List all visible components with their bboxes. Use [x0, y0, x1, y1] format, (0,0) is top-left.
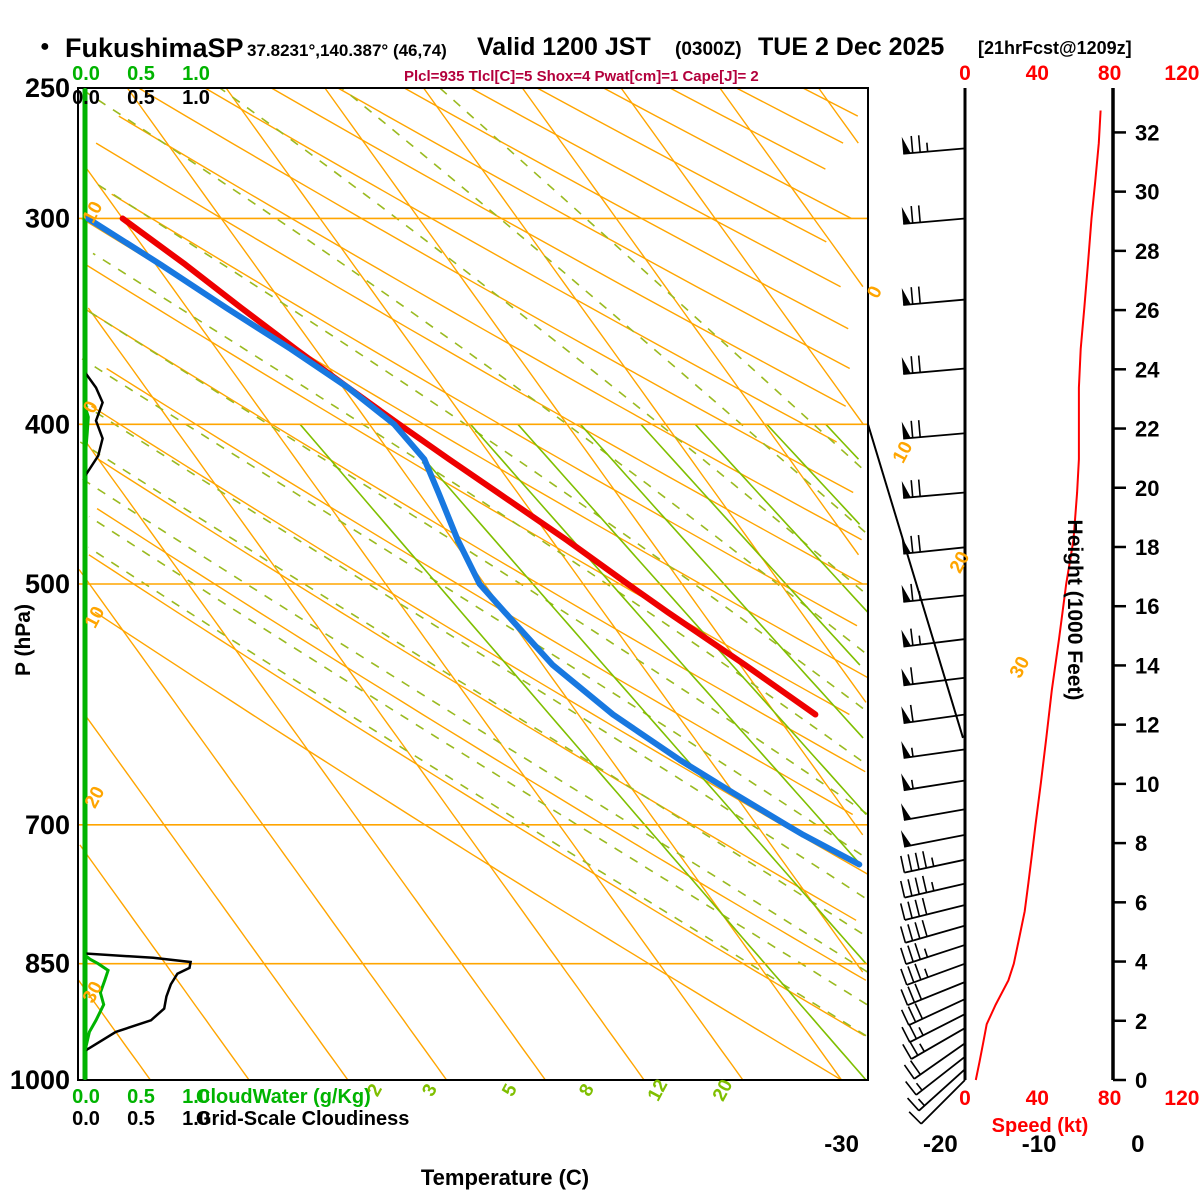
svg-text:20: 20	[1135, 476, 1159, 501]
svg-text:0.0: 0.0	[72, 87, 100, 109]
svg-text:0.0: 0.0	[72, 1086, 100, 1108]
svg-text:16: 16	[1135, 594, 1159, 619]
svg-text:10: 10	[1135, 772, 1159, 797]
svg-text:120: 120	[1164, 1087, 1199, 1110]
stability-indices: Plcl=935 Tlcl[C]=5 Shox=4 Pwat[cm]=1 Cap…	[404, 68, 759, 85]
dry-adiabat-lines	[81, 87, 869, 1081]
cloud-profiles	[83, 88, 193, 1080]
station-marker: ●	[40, 38, 50, 55]
svg-text:250: 250	[25, 73, 70, 103]
svg-text:0.5: 0.5	[127, 87, 155, 109]
svg-text:30: 30	[1135, 180, 1159, 205]
svg-text:700: 700	[25, 810, 70, 840]
svg-text:500: 500	[25, 569, 70, 599]
svg-text:24: 24	[1135, 357, 1160, 382]
svg-text:32: 32	[1135, 120, 1159, 145]
svg-text:400: 400	[25, 409, 70, 439]
svg-text:120: 120	[1164, 62, 1199, 85]
svg-text:Speed (kt): Speed (kt)	[992, 1115, 1089, 1137]
valid-time-utc: (0300Z)	[675, 39, 742, 60]
svg-text:80: 80	[1098, 62, 1121, 85]
svg-text:0.0: 0.0	[72, 1108, 100, 1130]
valid-time: Valid 1200 JST	[477, 33, 651, 61]
svg-text:-10: -10	[1022, 1131, 1057, 1158]
svg-text:1000: 1000	[10, 1065, 70, 1095]
moist-adiabat-lines	[77, 87, 869, 1037]
svg-text:1.0: 1.0	[182, 87, 210, 109]
svg-text:14: 14	[1135, 653, 1160, 678]
svg-text:850: 850	[25, 949, 70, 979]
svg-text:8: 8	[1135, 831, 1147, 856]
svg-text:28: 28	[1135, 239, 1159, 264]
svg-text:Temperature (C): Temperature (C)	[421, 1165, 589, 1190]
sounding-curves	[85, 215, 863, 868]
station-coords: 37.8231°,140.387° (46,74)	[247, 41, 447, 60]
svg-text:18: 18	[1135, 535, 1159, 560]
station-name: FukushimaSP	[65, 33, 244, 63]
svg-text:1.0: 1.0	[182, 1108, 210, 1130]
svg-text:0: 0	[1135, 1068, 1147, 1093]
svg-text:1.0: 1.0	[182, 1086, 210, 1108]
svg-text:Grid-Scale Cloudiness: Grid-Scale Cloudiness	[196, 1108, 409, 1130]
svg-text:0.5: 0.5	[127, 1108, 155, 1130]
svg-text:0: 0	[959, 62, 971, 85]
svg-text:40: 40	[1026, 62, 1049, 85]
svg-text:-20: -20	[923, 1131, 958, 1158]
svg-text:4: 4	[1135, 950, 1148, 975]
svg-text:80: 80	[1098, 1087, 1121, 1110]
svg-text:0: 0	[959, 1087, 971, 1110]
svg-text:22: 22	[1135, 417, 1159, 442]
valid-date: TUE 2 Dec 2025	[758, 33, 945, 61]
svg-text:CloudWater (g/Kg): CloudWater (g/Kg)	[196, 1086, 371, 1108]
svg-text:0: 0	[1131, 1131, 1144, 1158]
svg-text:300: 300	[25, 203, 70, 233]
svg-text:1.0: 1.0	[182, 63, 210, 85]
svg-text:0.5: 0.5	[127, 1086, 155, 1108]
svg-text:2: 2	[1135, 1009, 1147, 1034]
wind-barb-column	[899, 88, 967, 1125]
svg-text:0.5: 0.5	[127, 63, 155, 85]
svg-text:6: 6	[1135, 890, 1147, 915]
svg-text:0.0: 0.0	[72, 63, 100, 85]
svg-text:26: 26	[1135, 298, 1159, 323]
svg-text:12: 12	[1135, 713, 1159, 738]
svg-text:-30: -30	[824, 1131, 859, 1158]
svg-text:P (hPa): P (hPa)	[12, 604, 35, 676]
svg-text:Height (1000 Feet): Height (1000 Feet)	[1063, 520, 1086, 701]
svg-text:40: 40	[1026, 1087, 1049, 1110]
forecast-label: [21hrFcst@1209z]	[978, 38, 1132, 58]
